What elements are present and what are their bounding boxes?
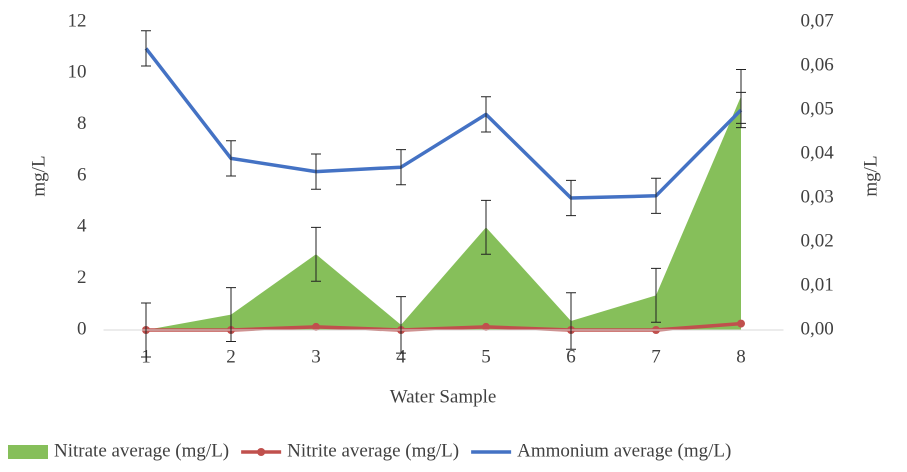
- x-tick-label: 5: [481, 346, 491, 367]
- y-tick-label: 2: [77, 267, 87, 288]
- error-bar: [651, 177, 661, 214]
- error-bar: [651, 267, 661, 323]
- legend-label: Nitrate average (mg/L): [54, 440, 229, 461]
- legend-label: Nitrite average (mg/L): [287, 440, 459, 461]
- y2-tick-label: 0,06: [801, 54, 834, 75]
- line: [144, 47, 743, 200]
- error-bar: [396, 296, 406, 354]
- error-bar: [311, 153, 321, 190]
- y-tick-label: 6: [77, 164, 87, 185]
- y-tick-label: 10: [68, 62, 87, 83]
- y2-tick-label: 0,00: [801, 318, 834, 339]
- legend-label: Ammonium average (mg/L): [517, 440, 731, 461]
- y2-tick-label: 0,04: [801, 142, 835, 163]
- y-tick-label: 12: [68, 10, 87, 31]
- x-tick-label: 3: [311, 346, 321, 367]
- x-tick-label: 4: [396, 346, 406, 367]
- marker: [737, 319, 745, 328]
- error-bar: [566, 292, 576, 350]
- error-bar: [481, 96, 491, 133]
- y-axis-title: mg/L: [28, 155, 49, 196]
- marker: [482, 322, 490, 331]
- error-bar: [311, 226, 321, 282]
- area: [146, 96, 741, 330]
- error-bar: [396, 149, 406, 186]
- error-bar: [226, 140, 236, 177]
- legend-swatch: [8, 445, 48, 459]
- error-bar: [481, 199, 491, 255]
- x-tick-label: 8: [736, 346, 746, 367]
- y-tick-label: 8: [77, 113, 87, 134]
- error-bar: [226, 287, 236, 343]
- y-tick-label: 4: [77, 216, 87, 237]
- y2-tick-label: 0,05: [801, 98, 834, 119]
- x-tick-label: 7: [651, 346, 661, 367]
- x-axis-title: Water Sample: [390, 386, 497, 407]
- y2-axis-title: mg/L: [860, 155, 881, 196]
- y-tick-label: 0: [77, 318, 87, 339]
- y2-tick-label: 0,07: [801, 10, 834, 31]
- error-bar: [736, 91, 746, 129]
- marker: [312, 322, 320, 331]
- x-tick-label: 6: [566, 346, 576, 367]
- x-tick-label: 2: [226, 346, 236, 367]
- y2-tick-label: 0,03: [801, 186, 834, 207]
- y2-tick-label: 0,02: [801, 230, 834, 251]
- error-bar: [141, 30, 151, 67]
- y2-tick-label: 0,01: [801, 274, 834, 295]
- error-bar: [141, 302, 151, 358]
- error-bar: [566, 179, 576, 217]
- legend-marker: [257, 448, 266, 456]
